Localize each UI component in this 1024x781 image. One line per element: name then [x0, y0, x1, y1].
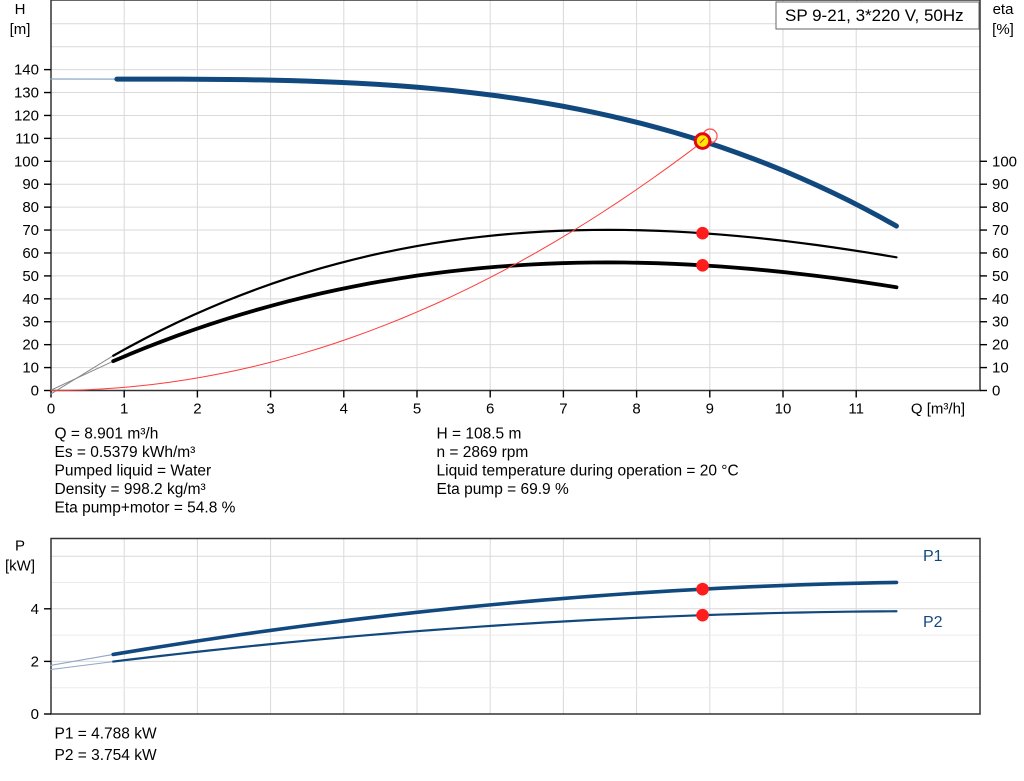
- svg-text:40: 40: [992, 291, 1009, 308]
- svg-text:eta: eta: [993, 1, 1015, 18]
- svg-text:Pumped liquid = Water: Pumped liquid = Water: [55, 463, 212, 480]
- svg-text:Liquid temperature during oper: Liquid temperature during operation = 20…: [437, 463, 739, 480]
- svg-text:Eta pump+motor = 54.8 %: Eta pump+motor = 54.8 %: [55, 500, 236, 517]
- svg-text:100: 100: [14, 153, 39, 170]
- svg-text:Density = 998.2 kg/m³: Density = 998.2 kg/m³: [55, 481, 206, 498]
- svg-text:P1: P1: [923, 548, 943, 565]
- svg-text:[m]: [m]: [10, 21, 31, 38]
- svg-text:30: 30: [992, 314, 1009, 331]
- svg-text:P2 = 3.754 kW: P2 = 3.754 kW: [55, 747, 157, 764]
- svg-text:P2: P2: [923, 614, 943, 631]
- svg-text:30: 30: [22, 314, 39, 331]
- svg-text:90: 90: [992, 176, 1009, 193]
- svg-text:0: 0: [31, 383, 39, 400]
- svg-text:Es = 0.5379 kWh/m³: Es = 0.5379 kWh/m³: [55, 444, 196, 461]
- svg-text:50: 50: [992, 268, 1009, 285]
- svg-text:3: 3: [266, 401, 274, 418]
- svg-text:0: 0: [992, 383, 1000, 400]
- svg-text:SP 9-21, 3*220 V, 50Hz: SP 9-21, 3*220 V, 50Hz: [785, 6, 964, 25]
- svg-text:60: 60: [992, 245, 1009, 262]
- svg-text:1: 1: [120, 401, 128, 418]
- svg-text:100: 100: [992, 153, 1017, 170]
- svg-text:140: 140: [14, 62, 39, 79]
- svg-text:9: 9: [706, 401, 714, 418]
- svg-text:0: 0: [31, 706, 39, 723]
- svg-text:80: 80: [22, 199, 39, 216]
- svg-text:2: 2: [193, 401, 201, 418]
- svg-text:H = 108.5 m: H = 108.5 m: [437, 426, 522, 443]
- svg-text:H: H: [15, 1, 26, 18]
- svg-text:120: 120: [14, 107, 39, 124]
- svg-text:70: 70: [22, 222, 39, 239]
- svg-text:[kW]: [kW]: [5, 558, 35, 575]
- svg-text:130: 130: [14, 85, 39, 102]
- svg-text:80: 80: [992, 199, 1009, 216]
- svg-text:Q = 8.901 m³/h: Q = 8.901 m³/h: [55, 426, 159, 443]
- svg-text:11: 11: [848, 401, 864, 418]
- svg-text:10: 10: [22, 360, 39, 377]
- svg-text:Eta pump = 69.9 %: Eta pump = 69.9 %: [437, 481, 569, 498]
- svg-text:20: 20: [992, 337, 1009, 354]
- svg-text:5: 5: [413, 401, 421, 418]
- svg-text:Q [m³/h]: Q [m³/h]: [911, 401, 965, 418]
- svg-text:20: 20: [22, 337, 39, 354]
- svg-text:4: 4: [31, 601, 39, 618]
- svg-text:2: 2: [31, 653, 39, 670]
- svg-text:8: 8: [632, 401, 640, 418]
- svg-text:[%]: [%]: [992, 21, 1014, 38]
- svg-text:4: 4: [340, 401, 348, 418]
- svg-text:10: 10: [775, 401, 792, 418]
- svg-text:40: 40: [22, 291, 39, 308]
- svg-text:70: 70: [992, 222, 1009, 239]
- svg-text:n = 2869 rpm: n = 2869 rpm: [437, 444, 529, 461]
- svg-text:7: 7: [559, 401, 567, 418]
- svg-text:P1 = 4.788 kW: P1 = 4.788 kW: [55, 726, 157, 743]
- svg-text:6: 6: [486, 401, 494, 418]
- svg-text:0: 0: [47, 401, 55, 418]
- svg-text:50: 50: [22, 268, 39, 285]
- svg-text:90: 90: [22, 176, 39, 193]
- svg-text:P: P: [15, 538, 25, 555]
- svg-text:10: 10: [992, 360, 1009, 377]
- svg-text:110: 110: [15, 130, 39, 147]
- svg-text:60: 60: [22, 245, 39, 262]
